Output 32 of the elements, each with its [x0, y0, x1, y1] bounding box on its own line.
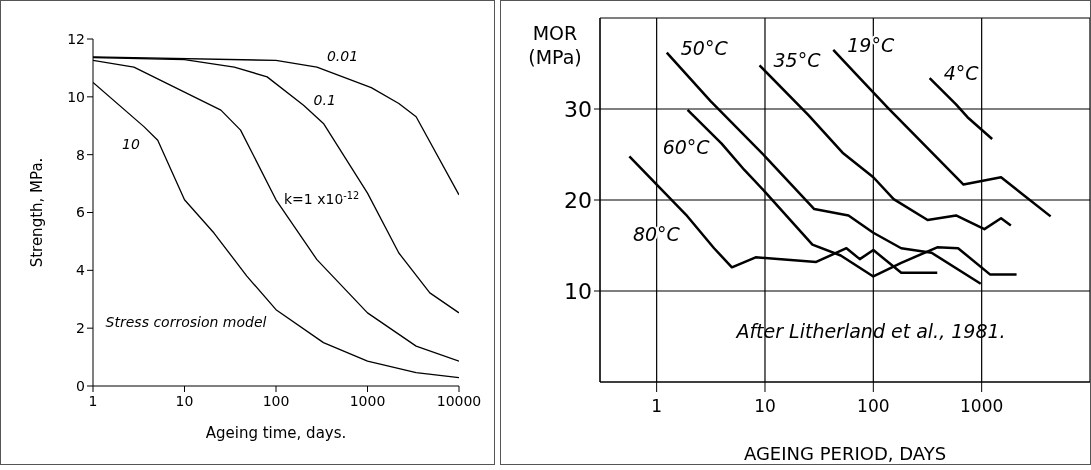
series-label: 0.01 [326, 48, 359, 65]
series-label: 10 [122, 135, 140, 152]
x-axis-title: Ageing time, days. [205, 424, 347, 442]
x-tick-label: 1000 [349, 392, 386, 409]
y-tick-label: 30 [564, 96, 592, 122]
x-tick-label: 10 [175, 392, 194, 409]
x-axis-title: AGEING PERIOD, DAYS [743, 443, 947, 464]
series-label: 35°C [773, 49, 822, 72]
x-tick-label: 100 [262, 392, 290, 409]
y-tick-label: 12 [67, 30, 85, 47]
y-tick-label: 10 [67, 88, 85, 105]
y-tick-label: 6 [76, 204, 86, 221]
x-tick-label: 100 [857, 396, 890, 417]
y-axis-title: Strength, MPa. [28, 157, 47, 268]
series-label: 4°C [943, 62, 980, 85]
x-tick-label: 10000 [436, 392, 482, 409]
x-tick-label: 1 [88, 392, 98, 409]
series-label: k=1 x10$^{-12}$ [284, 189, 360, 207]
x-tick-label: 10 [754, 396, 776, 417]
x-tick-label: 1 [651, 396, 663, 417]
x-tick-label: 1000 [960, 396, 1004, 417]
y-tick-label: 8 [76, 146, 85, 163]
y-axis-title: MOR (MPa) [528, 22, 582, 68]
y-tick-label: 2 [76, 320, 85, 337]
series-label: 50°C [680, 36, 729, 59]
annotation: Stress corrosion model [104, 313, 268, 332]
y-tick-label: 0 [76, 377, 85, 394]
y-tick-label: 20 [564, 187, 592, 213]
y-tick-label: 4 [76, 262, 86, 279]
series-label: 60°C [662, 135, 711, 158]
y-tick-label: 10 [564, 278, 592, 304]
series-label: 0.1 [313, 92, 336, 109]
